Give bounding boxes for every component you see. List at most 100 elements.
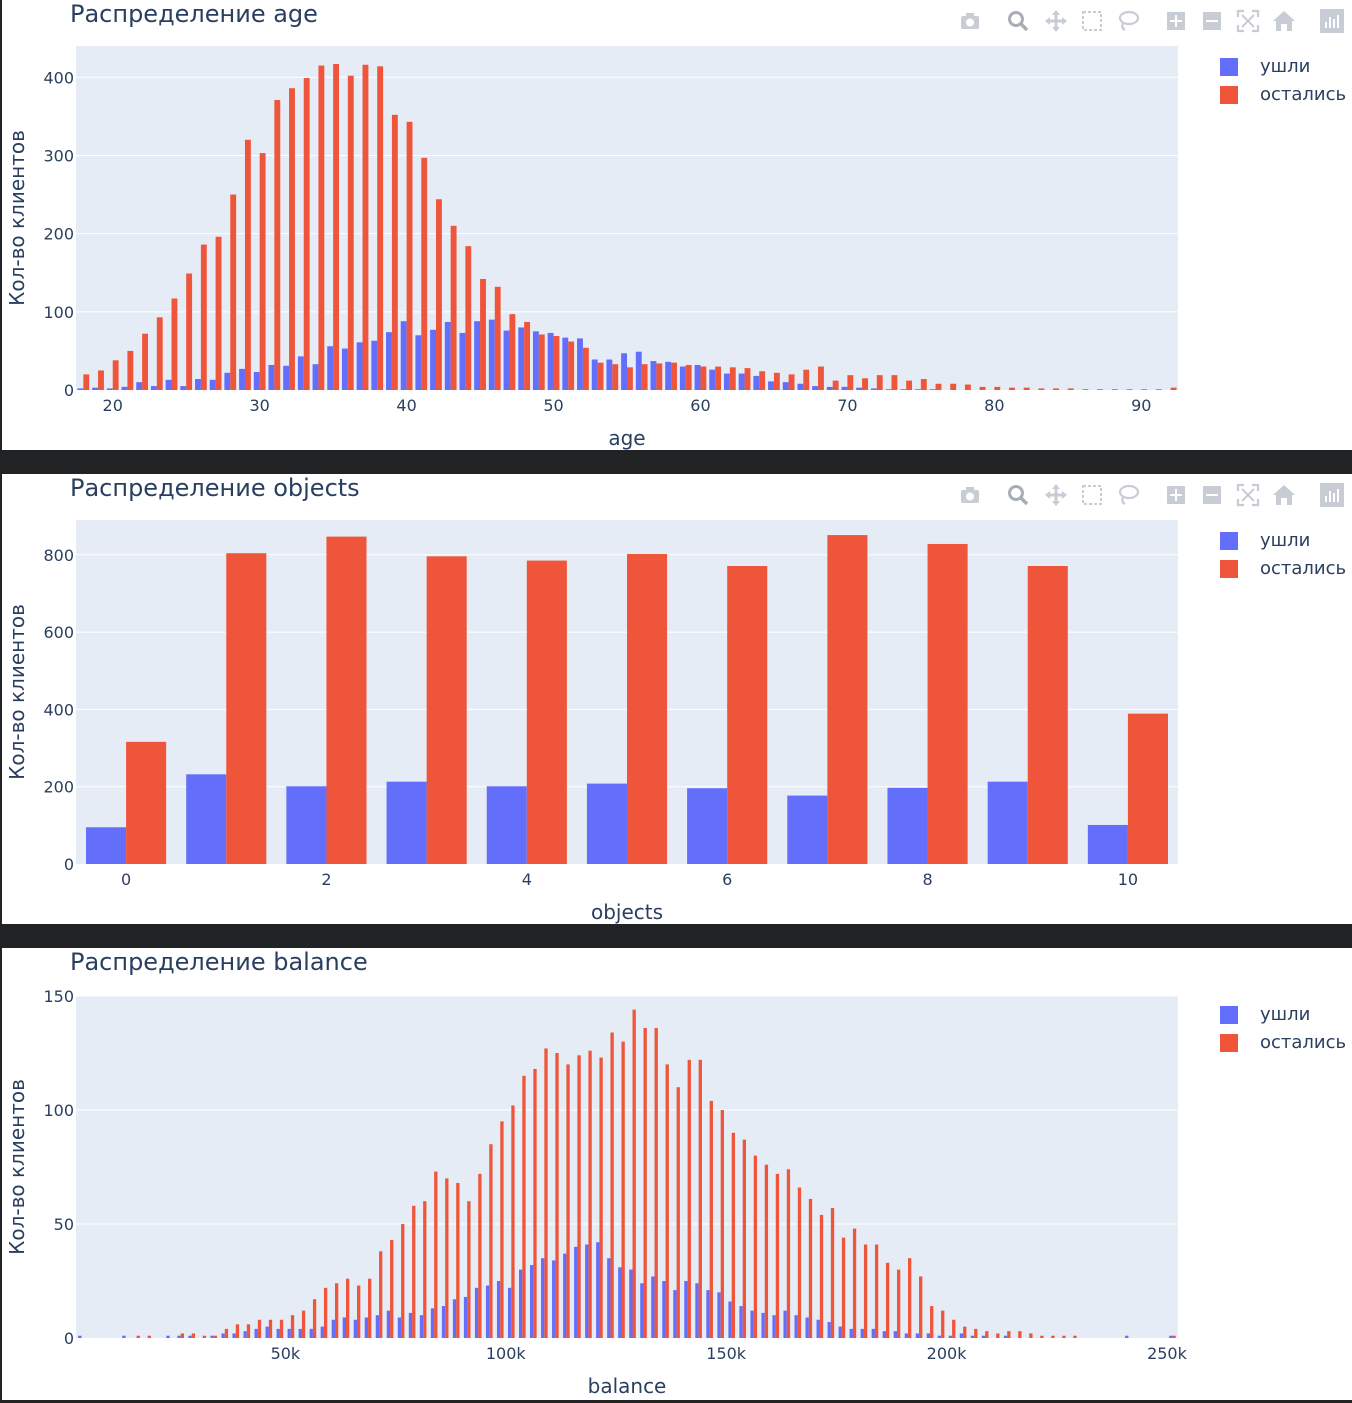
bar-stayed[interactable] xyxy=(700,366,707,390)
bar-stayed[interactable] xyxy=(656,363,663,390)
zoom-out-icon[interactable] xyxy=(1199,8,1225,34)
bar-left[interactable] xyxy=(364,1317,369,1338)
bar-left[interactable] xyxy=(782,382,789,390)
bar-stayed[interactable] xyxy=(841,1237,846,1338)
bar-left[interactable] xyxy=(794,1315,798,1338)
plotly-logo-icon[interactable] xyxy=(1319,8,1345,34)
bar-stayed[interactable] xyxy=(952,1319,956,1338)
bar-stayed[interactable] xyxy=(412,1205,416,1338)
bar-stayed[interactable] xyxy=(215,236,222,390)
bar-left[interactable] xyxy=(860,1328,864,1338)
bar-stayed[interactable] xyxy=(1027,566,1068,864)
bar-stayed[interactable] xyxy=(568,341,575,390)
bar-stayed[interactable] xyxy=(979,386,986,390)
bar-left[interactable] xyxy=(519,1269,523,1338)
bar-stayed[interactable] xyxy=(127,350,134,390)
bar-left[interactable] xyxy=(503,330,510,390)
bar-left[interactable] xyxy=(687,788,728,864)
bar-stayed[interactable] xyxy=(1009,387,1015,390)
bar-left[interactable] xyxy=(210,1335,214,1338)
home-icon[interactable] xyxy=(1271,8,1297,34)
bar-left[interactable] xyxy=(180,386,187,390)
bar-stayed[interactable] xyxy=(876,375,883,390)
bar-left[interactable] xyxy=(562,337,569,390)
bar-stayed[interactable] xyxy=(391,114,398,391)
bar-left[interactable] xyxy=(577,338,583,390)
bar-left[interactable] xyxy=(849,1328,853,1338)
bar-stayed[interactable] xyxy=(1062,1335,1066,1338)
bar-stayed[interactable] xyxy=(480,278,486,390)
bar-stayed[interactable] xyxy=(1073,1335,1077,1338)
bar-left[interactable] xyxy=(650,361,657,390)
bar-stayed[interactable] xyxy=(318,65,325,391)
bar-left[interactable] xyxy=(783,1310,787,1338)
bar-stayed[interactable] xyxy=(312,1299,317,1338)
bar-left[interactable] xyxy=(166,1335,170,1338)
bar-left[interactable] xyxy=(887,787,928,864)
autoscale-icon[interactable] xyxy=(1235,482,1261,508)
bar-stayed[interactable] xyxy=(467,1201,471,1338)
bar-stayed[interactable] xyxy=(994,386,1001,390)
bar-stayed[interactable] xyxy=(186,273,193,390)
bar-left[interactable] xyxy=(816,1319,820,1338)
bar-stayed[interactable] xyxy=(500,1121,504,1338)
bar-stayed[interactable] xyxy=(773,372,780,390)
bar-stayed[interactable] xyxy=(808,1198,813,1338)
zoom-in-icon[interactable] xyxy=(1163,8,1189,34)
bar-stayed[interactable] xyxy=(920,379,927,390)
bar-left[interactable] xyxy=(195,379,201,390)
bar-stayed[interactable] xyxy=(244,139,251,390)
bar-stayed[interactable] xyxy=(274,99,281,390)
bar-left[interactable] xyxy=(981,1335,986,1338)
bar-stayed[interactable] xyxy=(362,64,369,390)
bar-stayed[interactable] xyxy=(533,1068,537,1338)
bar-left[interactable] xyxy=(78,1335,82,1338)
bar-stayed[interactable] xyxy=(819,1214,824,1338)
bar-stayed[interactable] xyxy=(465,246,472,390)
bar-left[interactable] xyxy=(286,786,327,864)
bar-stayed[interactable] xyxy=(406,121,413,390)
bar-left[interactable] xyxy=(136,382,143,390)
bar-stayed[interactable] xyxy=(908,1258,912,1338)
bar-stayed[interactable] xyxy=(709,1100,713,1338)
bar-stayed[interactable] xyxy=(964,384,971,390)
bar-stayed[interactable] xyxy=(142,333,148,390)
bar-left[interactable] xyxy=(673,1290,677,1338)
bar-left[interactable] xyxy=(474,1287,479,1338)
bar-left[interactable] xyxy=(684,1281,688,1338)
pan-icon[interactable] xyxy=(1043,482,1069,508)
bar-stayed[interactable] xyxy=(775,1173,780,1338)
bar-stayed[interactable] xyxy=(377,66,384,390)
bar-stayed[interactable] xyxy=(202,1335,207,1338)
bar-left[interactable] xyxy=(750,1310,754,1338)
bar-left[interactable] xyxy=(92,387,99,390)
bar-left[interactable] xyxy=(929,389,936,390)
bar-left[interactable] xyxy=(186,774,227,864)
bar-stayed[interactable] xyxy=(522,1075,526,1338)
bar-left[interactable] xyxy=(356,342,363,390)
bar-stayed[interactable] xyxy=(599,1057,603,1338)
bar-left[interactable] xyxy=(254,1328,258,1338)
bar-stayed[interactable] xyxy=(1040,1335,1044,1338)
bar-left[interactable] xyxy=(459,332,466,390)
bar-left[interactable] xyxy=(1169,1335,1173,1338)
zoom-in-icon[interactable] xyxy=(1163,482,1189,508)
bar-stayed[interactable] xyxy=(147,1335,151,1338)
bar-stayed[interactable] xyxy=(326,536,367,864)
bar-left[interactable] xyxy=(591,359,598,390)
bar-stayed[interactable] xyxy=(279,1319,284,1338)
bar-left[interactable] xyxy=(341,348,348,390)
bar-left[interactable] xyxy=(552,1260,556,1338)
bar-left[interactable] xyxy=(618,1267,622,1338)
bar-left[interactable] xyxy=(812,386,819,390)
bar-stayed[interactable] xyxy=(671,362,677,390)
bar-stayed[interactable] xyxy=(434,1171,438,1338)
bar-stayed[interactable] xyxy=(213,1335,218,1338)
bar-stayed[interactable] xyxy=(950,383,957,390)
bar-left[interactable] xyxy=(787,795,828,864)
bar-stayed[interactable] xyxy=(927,543,968,864)
bar-stayed[interactable] xyxy=(720,1110,724,1338)
bar-stayed[interactable] xyxy=(511,1105,515,1338)
bar-stayed[interactable] xyxy=(852,1228,857,1338)
bar-left[interactable] xyxy=(386,781,427,864)
